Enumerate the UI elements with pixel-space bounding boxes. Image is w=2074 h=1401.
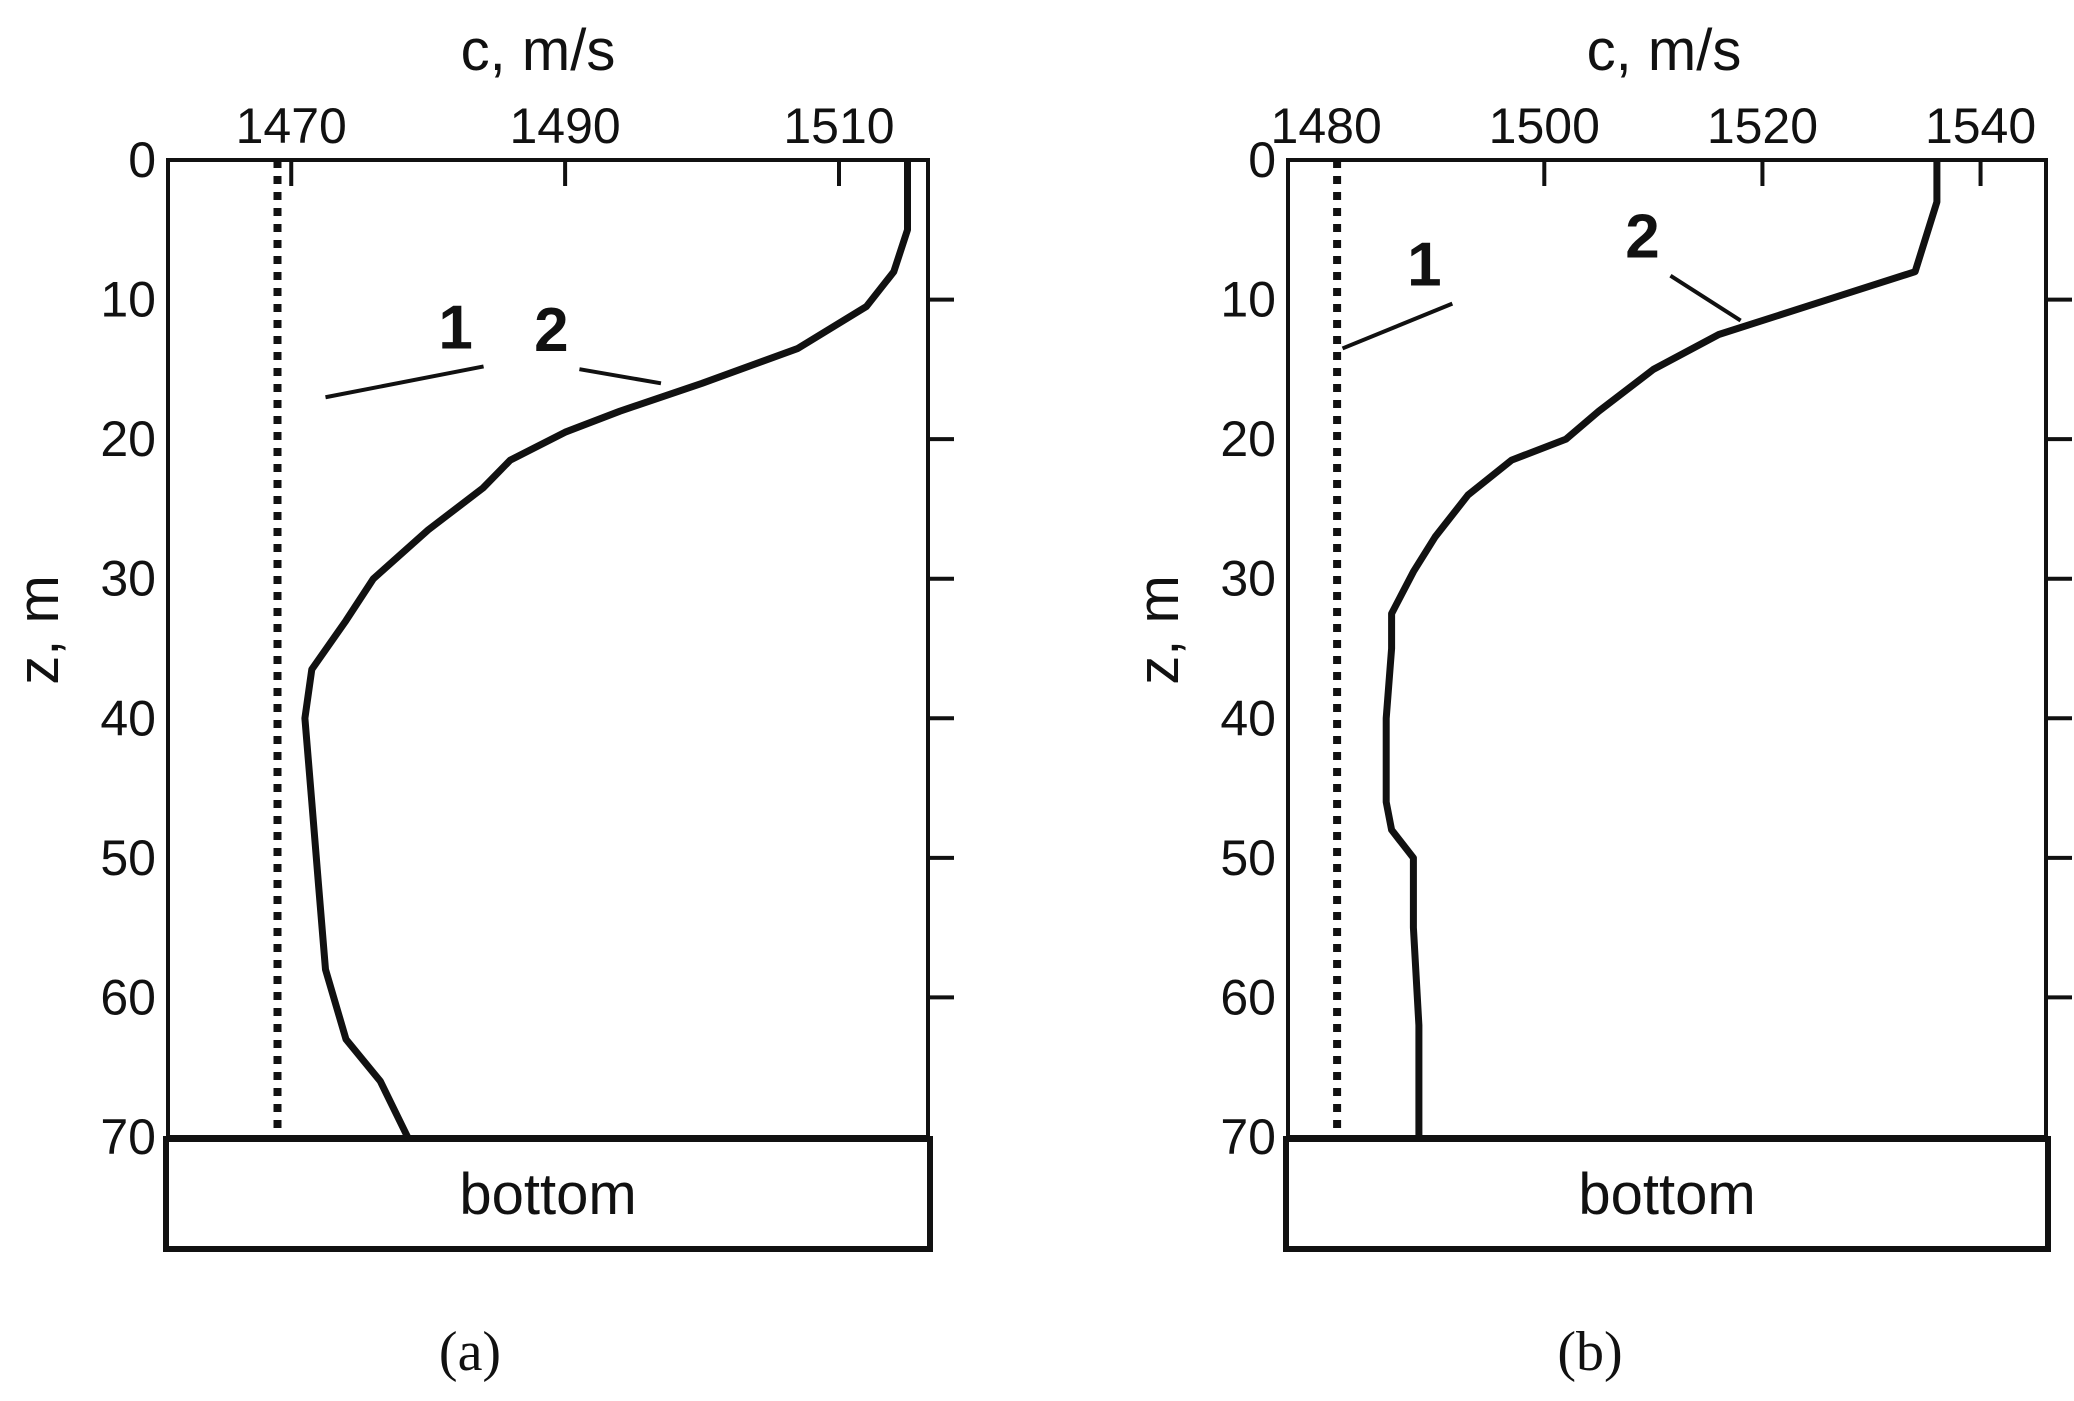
- bottom-box: [163, 1136, 933, 1252]
- x-tick-label: 1500: [1489, 98, 1600, 154]
- bottom-label: bottom: [1578, 1162, 1755, 1227]
- y-tick-label: 40: [1220, 690, 1276, 746]
- y-tick-label: 60: [1220, 969, 1276, 1025]
- series-2-label: 2: [1625, 203, 1659, 272]
- y-tick-label: 20: [1220, 411, 1276, 467]
- series-2-line: [301, 160, 911, 1139]
- y-tick-label: 70: [100, 1109, 156, 1165]
- x-axis-title: c, m/s: [1587, 18, 1742, 83]
- y-tick-label: 50: [100, 830, 156, 886]
- series-1-label: 1: [1407, 231, 1441, 300]
- series-2-line: [1382, 160, 1941, 1137]
- bottom-label: bottom: [459, 1162, 636, 1227]
- y-tick-label: 70: [1220, 1109, 1276, 1165]
- y-tick-label: 0: [1248, 132, 1276, 188]
- y-axis-title: z, m: [6, 575, 71, 685]
- plot-frame: [1286, 158, 2048, 1139]
- x-tick-label: 1490: [509, 98, 620, 154]
- y-tick-label: 30: [100, 551, 156, 607]
- y-tick-label: 10: [100, 272, 156, 328]
- panel-a: bottom c, m/s z, m 1470 1490 1510 0 10 20 30 40 50 6…: [6, 18, 954, 1383]
- y-tick-label: 60: [100, 969, 156, 1025]
- y-tick-label: 30: [1220, 551, 1276, 607]
- panel-caption: (b): [1557, 1321, 1622, 1383]
- y-tick-label: 20: [100, 411, 156, 467]
- x-tick-label: 1470: [236, 98, 347, 154]
- series-2-label: 2: [534, 296, 568, 365]
- y-tick-label: 40: [100, 690, 156, 746]
- x-tick-label: 1520: [1707, 98, 1818, 154]
- x-axis-title: c, m/s: [461, 18, 616, 83]
- x-tick-label: 1510: [783, 98, 894, 154]
- x-tick-label: 1480: [1271, 98, 1382, 154]
- y-axis-title: z, m: [1126, 575, 1191, 685]
- y-tick-label: 0: [128, 132, 156, 188]
- panel-caption: (a): [439, 1321, 501, 1383]
- series-1-leader: [1341, 301, 1454, 351]
- y-tick-label: 50: [1220, 830, 1276, 886]
- bottom-box: [1283, 1136, 2051, 1252]
- series-2-leader: [1669, 274, 1742, 323]
- panel-b: bottom c, m/s z, m 1480 1500 1520 1540 0 10 20 30 4…: [1126, 18, 2072, 1383]
- series-1-leader: [325, 364, 484, 400]
- y-tick-label: 10: [1220, 272, 1276, 328]
- x-tick-label: 1540: [1925, 98, 2036, 154]
- series-1-label: 1: [438, 293, 472, 362]
- series-2-leader: [579, 367, 662, 386]
